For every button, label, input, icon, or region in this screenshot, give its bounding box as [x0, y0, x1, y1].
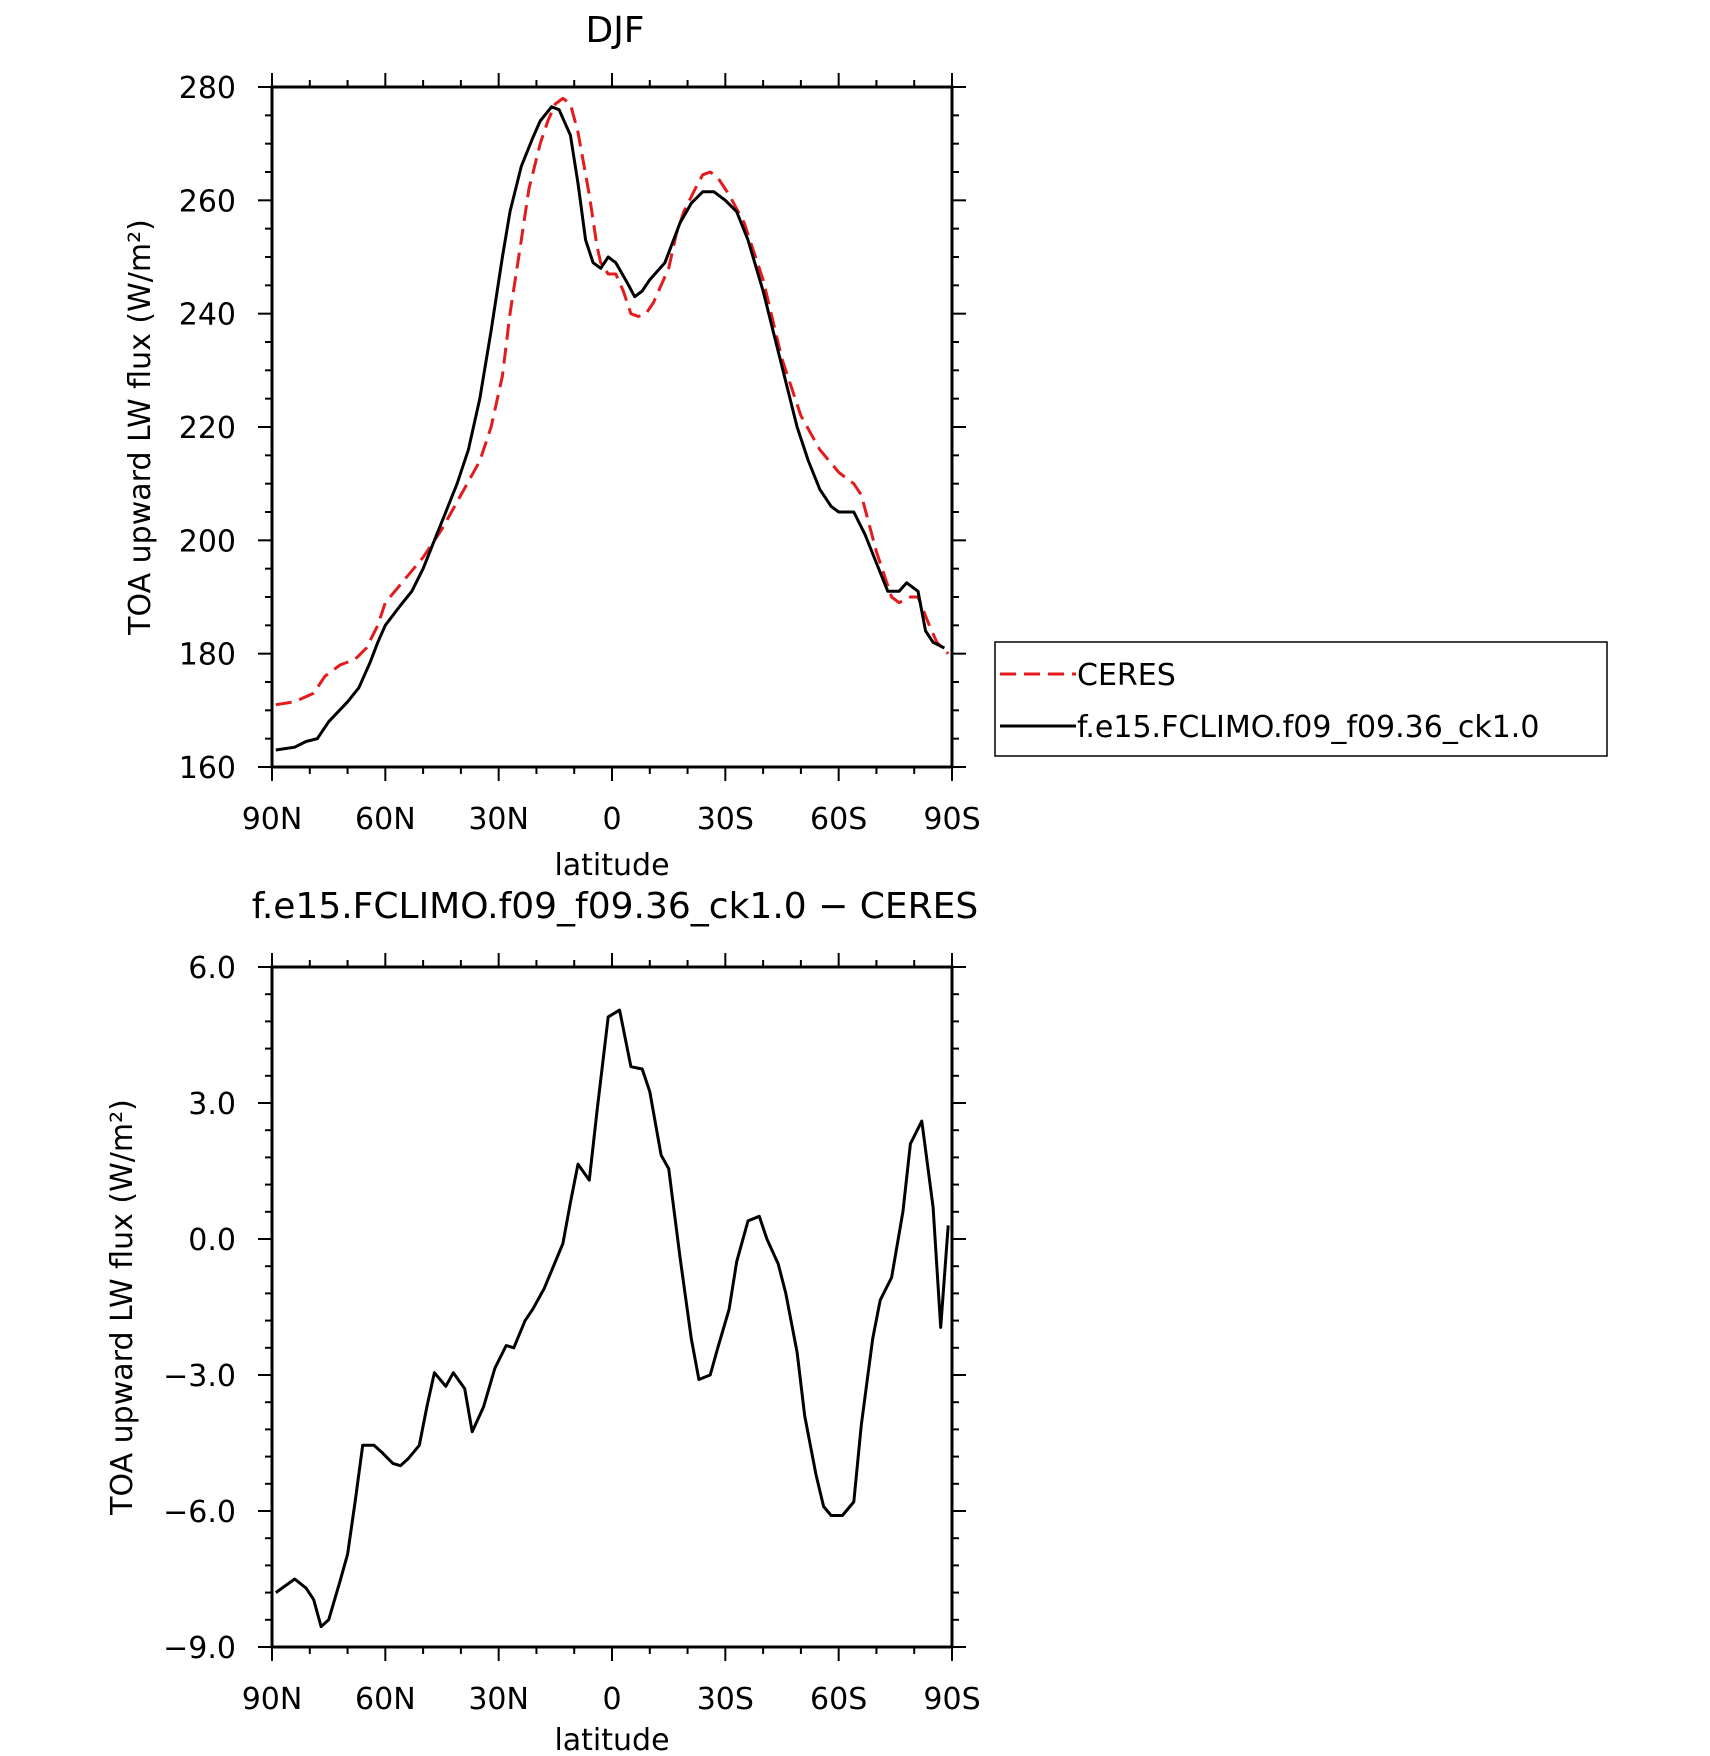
x-tick-label: 0 [602, 802, 621, 837]
top-y-tick-marks [258, 86, 966, 768]
x-tick-label: 90S [923, 1682, 980, 1717]
bottom-x-axis-title: latitude [554, 1723, 669, 1756]
top-y-axis-title: TOA upward LW flux (W/m²) [123, 219, 158, 636]
bottom-chart-title: f.e15.FCLIMO.f09_f09.36_ck1.0 − CERES [252, 886, 978, 927]
y-tick-label: 6.0 [188, 951, 236, 986]
top-x-axis: 90N 60N 30N 0 30S 60S 90S latitude [242, 73, 981, 883]
bottom-y-axis-title: TOA upward LW flux (W/m²) [105, 1099, 140, 1516]
y-tick-label: −3.0 [163, 1359, 236, 1394]
series-line-ceres [275, 96, 950, 707]
bottom-x-tick-marks [271, 953, 953, 1661]
x-tick-label: 30S [697, 802, 754, 837]
x-tick-label: 90N [242, 802, 303, 837]
x-tick-label: 60S [810, 802, 867, 837]
legend-label-model: f.e15.FCLIMO.f09_f09.36_ck1.0 [1077, 710, 1539, 745]
y-tick-label: 3.0 [188, 1087, 236, 1122]
top-chart-title: DJF [585, 10, 644, 51]
y-tick-label: 260 [179, 184, 236, 219]
y-tick-label: 160 [179, 751, 236, 786]
y-tick-label: 280 [179, 71, 236, 106]
bottom-chart: f.e15.FCLIMO.f09_f09.36_ck1.0 − CERES 90… [105, 886, 981, 1756]
bottom-series-group [274, 1008, 950, 1629]
top-x-tick-marks [271, 73, 953, 781]
series-line-diff [274, 1008, 950, 1629]
x-tick-label: 90N [242, 1682, 303, 1717]
y-tick-label: −6.0 [163, 1495, 236, 1530]
bottom-y-tick-marks [258, 966, 966, 1648]
x-tick-label: 60S [810, 1682, 867, 1717]
legend-box [994, 641, 1608, 757]
y-tick-label: 180 [179, 638, 236, 673]
bottom-plot-frame [270, 965, 954, 1649]
y-tick-label: −9.0 [163, 1631, 236, 1666]
x-tick-label: 60N [355, 1682, 416, 1717]
bottom-y-axis: −9.0 −6.0 −3.0 0.0 3.0 6.0 TOA upward LW… [105, 951, 966, 1666]
top-chart: DJF 90N 60N 30N 0 30S 60S 90S latitude 1… [123, 10, 1608, 883]
y-tick-label: 240 [179, 298, 236, 333]
top-legend: CERES f.e15.FCLIMO.f09_f09.36_ck1.0 [994, 641, 1608, 757]
series-line-f-e15-fclimo-f09-f09-36-ck1-0 [275, 105, 946, 752]
x-tick-label: 30N [468, 1682, 529, 1717]
top-x-axis-title: latitude [554, 848, 669, 883]
bottom-x-tick-labels: 90N 60N 30N 0 30S 60S 90S [242, 1682, 981, 1717]
y-tick-label: 220 [179, 411, 236, 446]
top-y-axis: 160 180 200 220 240 260 280 TOA upward L… [123, 71, 966, 786]
top-x-tick-labels: 90N 60N 30N 0 30S 60S 90S [242, 802, 981, 837]
legend-label-ceres: CERES [1077, 658, 1176, 693]
legend-entry-model: f.e15.FCLIMO.f09_f09.36_ck1.0 [1000, 710, 1539, 745]
x-tick-label: 30S [697, 1682, 754, 1717]
x-tick-label: 0 [602, 1682, 621, 1717]
x-tick-label: 90S [923, 802, 980, 837]
legend-entry-ceres: CERES [1000, 658, 1176, 693]
bottom-x-axis: 90N 60N 30N 0 30S 60S 90S latitude [242, 953, 981, 1756]
y-tick-label: 200 [179, 524, 236, 559]
top-plot-frame [270, 85, 954, 769]
top-series-group [275, 96, 950, 752]
bottom-y-tick-labels: −9.0 −6.0 −3.0 0.0 3.0 6.0 [163, 951, 236, 1666]
x-tick-label: 60N [355, 802, 416, 837]
x-tick-label: 30N [468, 802, 529, 837]
top-y-tick-labels: 160 180 200 220 240 260 280 [179, 71, 236, 786]
y-tick-label: 0.0 [188, 1223, 236, 1258]
